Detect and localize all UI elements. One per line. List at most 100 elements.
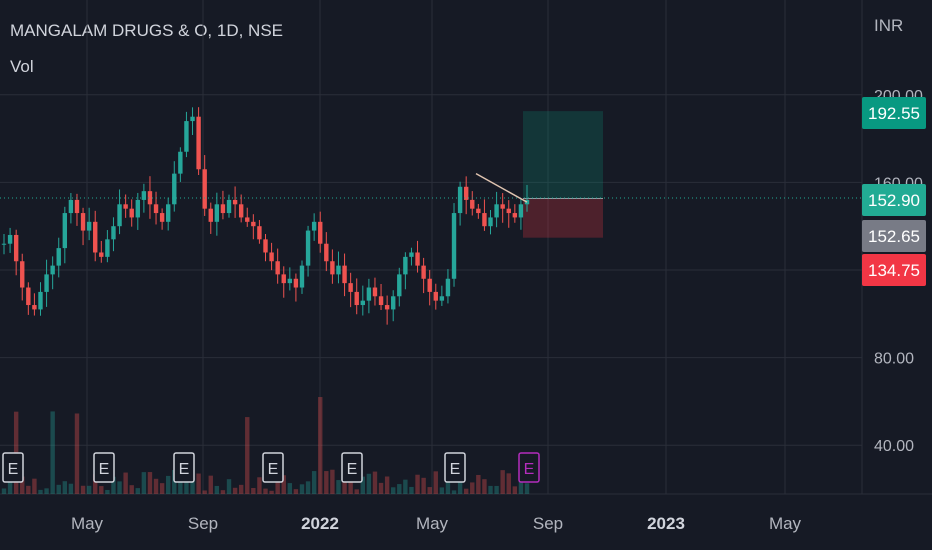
stop-zone[interactable]	[523, 198, 603, 238]
earnings-marker[interactable]	[518, 452, 540, 483]
earnings-marker[interactable]	[2, 452, 24, 483]
volume-bar	[20, 476, 25, 494]
candle-body	[245, 217, 250, 222]
volume-bar	[451, 490, 457, 494]
volume-bar	[360, 476, 366, 494]
volume-bar	[190, 478, 195, 494]
volume-bar	[476, 474, 481, 494]
currency-label: INR	[874, 16, 904, 35]
price-tag-last[interactable]	[862, 184, 926, 216]
candle-body	[1, 243, 7, 245]
candle-body	[409, 252, 414, 257]
candle-body	[336, 265, 341, 275]
candle-body	[38, 291, 43, 310]
candle-body	[111, 226, 116, 240]
volume-bar	[62, 481, 68, 494]
volume-bar	[153, 478, 159, 494]
volume-bar	[93, 474, 98, 494]
volume-bar	[56, 484, 61, 494]
candle-body	[451, 213, 457, 279]
price-axis[interactable]: 200.00160.0080.0040.00192.55152.90152.65…	[862, 88, 926, 455]
candle-body	[439, 296, 445, 301]
volume-bar	[305, 481, 311, 494]
price-tick-label: 40.00	[874, 438, 914, 455]
candle-body	[445, 278, 451, 297]
volume-bar	[99, 486, 104, 494]
volume-bar	[123, 472, 128, 494]
volume-bar	[178, 478, 183, 494]
volume-bar	[397, 484, 402, 494]
candle-body	[372, 287, 378, 297]
candle-body	[512, 213, 518, 218]
candle-body	[318, 221, 323, 244]
earnings-marker[interactable]	[341, 452, 363, 483]
earnings-marker[interactable]	[262, 452, 284, 483]
grid-lines	[0, 0, 932, 495]
volume-bar	[311, 471, 317, 494]
target-zone[interactable]	[523, 111, 603, 199]
candle-body	[378, 296, 384, 306]
volume-bar	[220, 490, 226, 494]
time-tick-label: 2023	[647, 514, 685, 533]
price-tag-stop[interactable]	[862, 254, 926, 286]
volume-bar	[318, 397, 323, 494]
volume-bar	[403, 479, 408, 494]
price-tag-entry[interactable]	[862, 220, 926, 252]
volume-bar	[427, 487, 432, 494]
volume-bar	[50, 411, 55, 494]
volume-bar	[208, 475, 213, 494]
earnings-marker[interactable]	[173, 452, 195, 483]
candle-body	[238, 204, 244, 218]
candle-body	[32, 305, 37, 310]
time-axis[interactable]: May Sep 2022 May Sep 2023 May	[71, 514, 802, 533]
volume-bar	[159, 483, 165, 494]
candle-body	[141, 191, 147, 200]
volume-bar	[494, 485, 499, 494]
candle-body	[99, 252, 104, 257]
volume-bar	[512, 486, 518, 494]
volume-bar	[421, 477, 426, 494]
volume-bar	[518, 478, 524, 494]
time-tick-label: Sep	[533, 514, 563, 533]
volume-bar	[7, 479, 13, 494]
candle-body	[232, 199, 238, 205]
earnings-marker[interactable]	[444, 452, 466, 483]
candle-body	[165, 204, 171, 222]
volume-bar	[366, 473, 372, 494]
candle-body	[269, 252, 274, 262]
volume-bar	[287, 483, 293, 494]
volume-bar	[299, 484, 305, 494]
trend-line[interactable]	[475, 172, 528, 203]
volume-bar	[1, 488, 7, 494]
price-tag-target[interactable]	[862, 97, 926, 129]
candle-body	[330, 261, 335, 275]
volume-bar	[415, 474, 420, 494]
long-position-tool[interactable]	[523, 111, 603, 238]
candle-body	[415, 252, 420, 266]
earnings-marker[interactable]	[93, 452, 115, 483]
volume-bar	[336, 480, 341, 494]
volume-bar	[245, 417, 250, 494]
candle-body	[123, 204, 128, 209]
candle-body	[190, 116, 195, 122]
volume-bar	[470, 482, 475, 494]
volume-bar	[26, 485, 31, 494]
volume-bar	[482, 479, 487, 494]
candle-body	[147, 191, 153, 205]
volume-bar	[348, 477, 353, 494]
candle-body	[324, 243, 329, 262]
candle-body	[257, 226, 262, 240]
volume-bar	[439, 487, 445, 494]
price-tag-label: 134.75	[868, 261, 920, 280]
price-tag-label: 152.90	[868, 191, 920, 210]
candle-body	[287, 278, 293, 284]
earnings-marker-label: E	[179, 461, 190, 478]
candle-body	[220, 204, 226, 214]
volume-bar	[80, 485, 86, 494]
candle-body	[208, 208, 213, 222]
volume-bar	[324, 471, 329, 494]
candle-body	[159, 213, 165, 222]
candle-body	[86, 221, 92, 231]
